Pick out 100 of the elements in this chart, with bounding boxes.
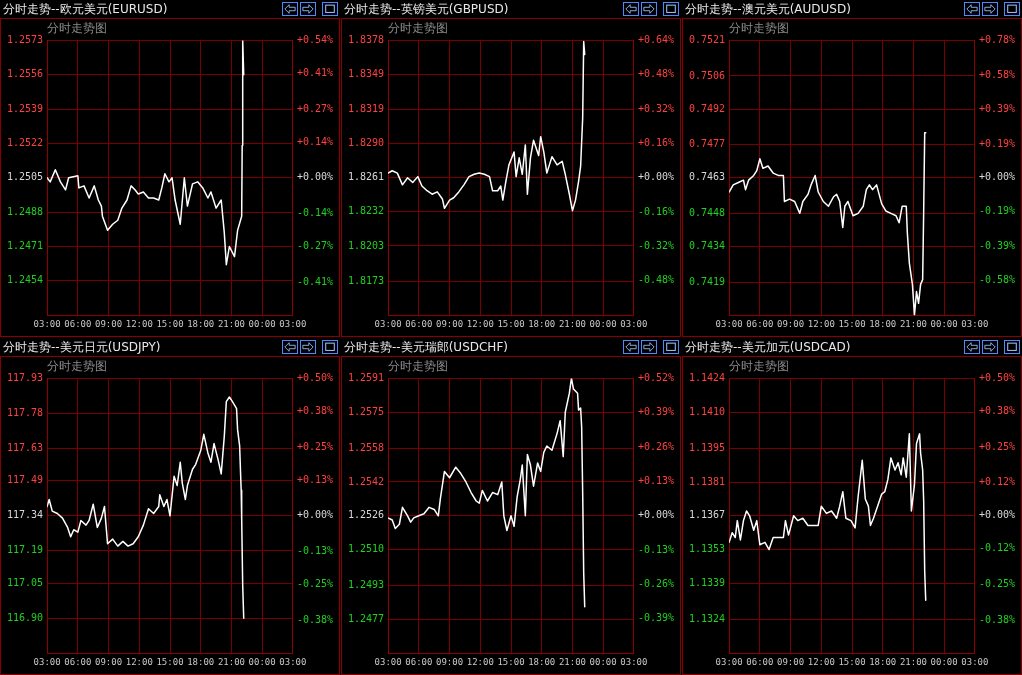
y-tick-label: 1.2522	[7, 137, 44, 149]
x-tick-label: 06:00	[64, 656, 92, 667]
chart-title: 分时走势--美元瑞郎(USDCHF)	[344, 338, 508, 356]
x-tick-label: 12:00	[807, 656, 835, 667]
x-tick-label: 03:00	[279, 656, 307, 667]
y2-tick-label: -0.19%	[978, 204, 1015, 216]
y2-tick-label: -0.27%	[296, 240, 333, 252]
x-tick-label: 00:00	[930, 318, 958, 329]
x-tick-label: 12:00	[125, 318, 153, 329]
y-tick-label: 1.2493	[348, 579, 385, 591]
y2-tick-label: +0.13%	[637, 475, 674, 487]
chart-title: 分时走势--欧元美元(EURUSD)	[3, 0, 168, 18]
y-tick-label: 1.2556	[7, 68, 44, 80]
y-tick-label: 1.2573	[7, 33, 44, 45]
y-tick-label: 1.1339	[689, 576, 726, 588]
chart-subtitle: 分时走势图	[47, 21, 108, 36]
x-tick-label: 09:00	[95, 318, 123, 329]
y2-tick-label: +0.27%	[296, 102, 333, 114]
y2-tick-label: -0.39%	[978, 240, 1015, 252]
x-tick-label: 03:00	[620, 318, 648, 329]
y-tick-label: 1.2471	[7, 240, 44, 252]
x-tick-label: 03:00	[961, 318, 989, 329]
x-tick-label: 21:00	[558, 318, 586, 329]
y2-tick-label: +0.38%	[978, 404, 1015, 416]
y2-tick-label: +0.41%	[296, 67, 333, 79]
x-tick-label: 18:00	[187, 318, 215, 329]
y2-tick-label: +0.54%	[296, 33, 333, 45]
chart-subtitle: 分时走势图	[729, 21, 790, 36]
x-tick-label: 03:00	[374, 656, 402, 667]
x-tick-label: 03:00	[620, 656, 648, 667]
y2-tick-label: +0.19%	[978, 137, 1015, 149]
y-tick-label: 1.8319	[348, 103, 385, 115]
y-tick-label: 1.1381	[689, 475, 726, 487]
x-tick-label: 12:00	[125, 656, 153, 667]
y-tick-label: 117.05	[7, 576, 44, 588]
x-tick-label: 00:00	[589, 318, 617, 329]
y2-tick-label: -0.25%	[296, 578, 333, 590]
y-tick-label: 1.8378	[348, 33, 385, 45]
y2-tick-label: +0.64%	[637, 33, 674, 45]
y-tick-label: 1.2591	[348, 371, 385, 383]
y2-tick-label: +0.50%	[978, 371, 1015, 383]
y-tick-label: 1.2505	[7, 171, 44, 183]
x-tick-label: 15:00	[497, 656, 525, 667]
x-tick-label: 18:00	[869, 656, 897, 667]
y-tick-label: 0.7419	[689, 275, 726, 287]
y2-tick-label: +0.16%	[637, 137, 674, 149]
x-tick-label: 03:00	[279, 318, 307, 329]
y2-tick-label: +0.00%	[978, 509, 1015, 521]
x-tick-label: 21:00	[899, 656, 927, 667]
chart-subtitle: 分时走势图	[388, 21, 449, 36]
y2-tick-label: -0.25%	[978, 578, 1015, 590]
y2-tick-label: +0.25%	[296, 440, 333, 452]
y2-tick-label: +0.00%	[296, 509, 333, 521]
x-tick-label: 15:00	[497, 318, 525, 329]
chart-title: 分时走势--澳元美元(AUDUSD)	[685, 0, 851, 18]
x-tick-label: 00:00	[930, 656, 958, 667]
x-tick-label: 15:00	[156, 318, 184, 329]
y-tick-label: 117.78	[7, 406, 44, 418]
x-tick-label: 12:00	[466, 656, 494, 667]
y-tick-label: 1.2539	[7, 102, 44, 114]
y2-tick-label: +0.50%	[296, 371, 333, 383]
y-tick-label: 117.34	[7, 509, 44, 521]
y-tick-label: 0.7463	[689, 171, 726, 183]
y-tick-label: 117.93	[7, 371, 44, 383]
y2-tick-label: -0.13%	[296, 545, 333, 557]
chart-title: 分时走势--美元日元(USDJPY)	[3, 338, 161, 356]
x-tick-label: 18:00	[528, 656, 556, 667]
y-tick-label: 1.2526	[348, 509, 385, 521]
x-tick-label: 12:00	[466, 318, 494, 329]
y-tick-label: 1.2488	[7, 205, 44, 217]
x-tick-label: 00:00	[248, 318, 276, 329]
y-tick-label: 1.2477	[348, 612, 385, 624]
y2-tick-label: -0.26%	[637, 578, 674, 590]
y-tick-label: 0.7521	[689, 33, 726, 45]
x-tick-label: 09:00	[95, 656, 123, 667]
y-tick-label: 1.1424	[689, 371, 726, 383]
x-tick-label: 18:00	[869, 318, 897, 329]
x-tick-label: 21:00	[217, 318, 245, 329]
x-tick-label: 15:00	[838, 656, 866, 667]
y2-tick-label: +0.00%	[637, 509, 674, 521]
y-tick-label: 1.8232	[348, 205, 385, 217]
y2-tick-label: -0.48%	[637, 274, 674, 286]
y2-tick-label: +0.25%	[978, 440, 1015, 452]
x-tick-label: 09:00	[436, 656, 464, 667]
y2-tick-label: +0.00%	[637, 171, 674, 183]
x-tick-label: 06:00	[746, 318, 774, 329]
y2-tick-label: +0.00%	[978, 171, 1015, 183]
x-tick-label: 03:00	[961, 656, 989, 667]
y2-tick-label: -0.32%	[637, 240, 674, 252]
y2-tick-label: +0.38%	[296, 404, 333, 416]
x-tick-label: 09:00	[777, 656, 805, 667]
x-tick-label: 15:00	[156, 656, 184, 667]
y2-tick-label: -0.39%	[637, 612, 674, 624]
x-tick-label: 06:00	[405, 656, 433, 667]
y-tick-label: 1.8173	[348, 274, 385, 286]
y-tick-label: 117.49	[7, 474, 44, 486]
x-tick-label: 18:00	[528, 318, 556, 329]
y2-tick-label: +0.26%	[637, 440, 674, 452]
y-tick-label: 1.1324	[689, 613, 726, 625]
y2-tick-label: -0.14%	[296, 207, 333, 219]
